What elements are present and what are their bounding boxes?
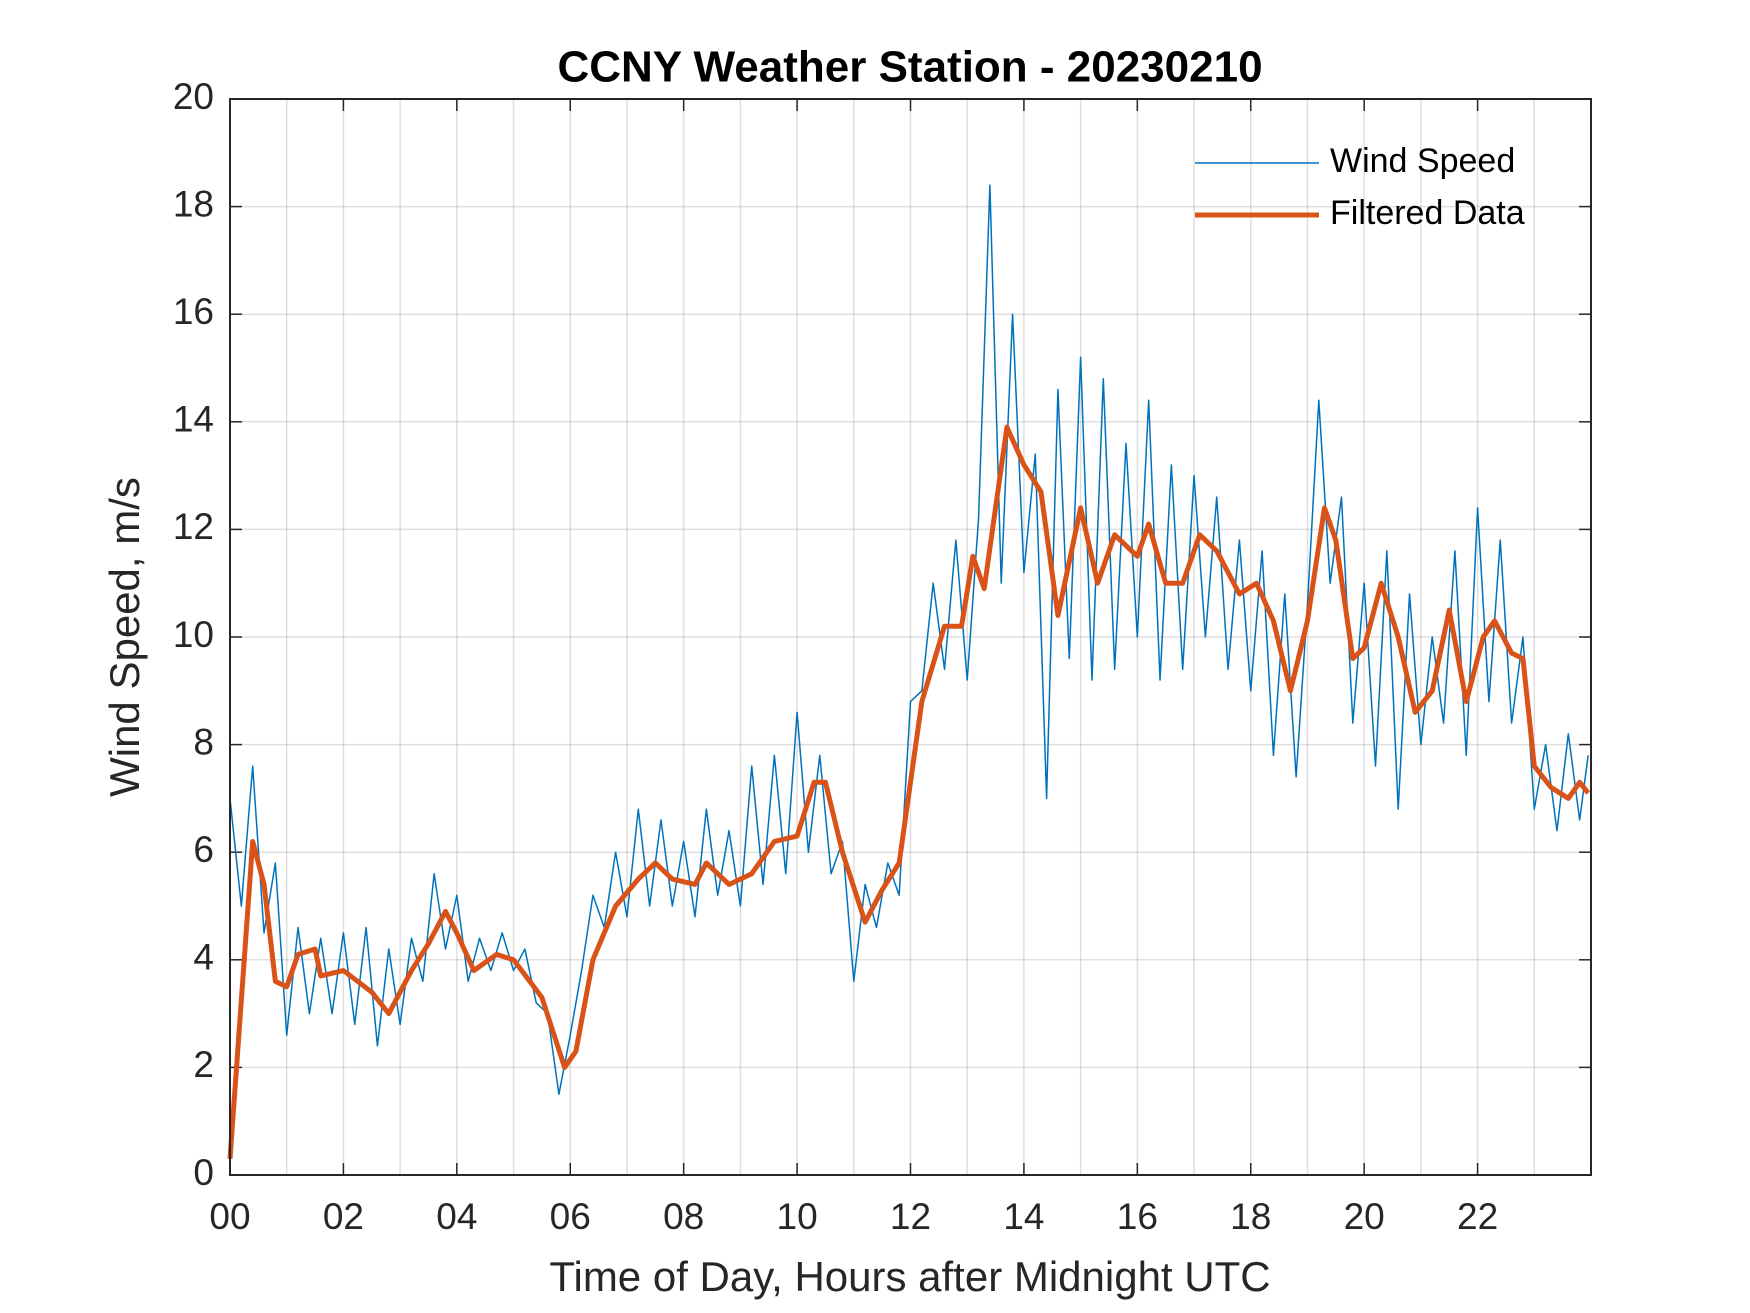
x-tick-label: 02 xyxy=(323,1196,364,1237)
x-tick-label: 18 xyxy=(1230,1196,1271,1237)
x-tick-label: 04 xyxy=(436,1196,477,1237)
x-tick-label: 06 xyxy=(550,1196,591,1237)
legend-label: Wind Speed xyxy=(1330,142,1515,180)
legend-label: Filtered Data xyxy=(1330,194,1525,232)
y-tick-label: 14 xyxy=(173,399,214,440)
x-axis-label: Time of Day, Hours after Midnight UTC xyxy=(549,1253,1270,1300)
y-tick-label: 10 xyxy=(173,614,214,655)
y-tick-label: 12 xyxy=(173,506,214,547)
y-tick-label: 6 xyxy=(193,829,214,870)
data-line xyxy=(227,424,1591,1160)
x-tick-label: 00 xyxy=(209,1196,250,1237)
x-tick-label: 10 xyxy=(777,1196,818,1237)
y-tick-label: 4 xyxy=(193,937,214,978)
x-tick-label: 22 xyxy=(1457,1196,1498,1237)
x-tick-label: 14 xyxy=(1003,1196,1044,1237)
y-tick-label: 18 xyxy=(173,183,214,224)
x-tick-label: 12 xyxy=(890,1196,931,1237)
y-tick-label: 16 xyxy=(173,291,214,332)
data-line xyxy=(229,184,1589,1096)
x-tick-label: 16 xyxy=(1117,1196,1158,1237)
y-axis-label: Wind Speed, m/s xyxy=(101,477,148,797)
y-tick-label: 20 xyxy=(173,76,214,117)
plot-frame xyxy=(229,98,1592,1176)
y-tick-label: 2 xyxy=(193,1044,214,1085)
y-tick-label: 8 xyxy=(193,721,214,762)
x-tick-label: 20 xyxy=(1344,1196,1385,1237)
x-tick-label: 08 xyxy=(663,1196,704,1237)
chart-title: CCNY Weather Station - 20230210 xyxy=(557,43,1262,92)
y-tick-label: 0 xyxy=(193,1152,214,1193)
